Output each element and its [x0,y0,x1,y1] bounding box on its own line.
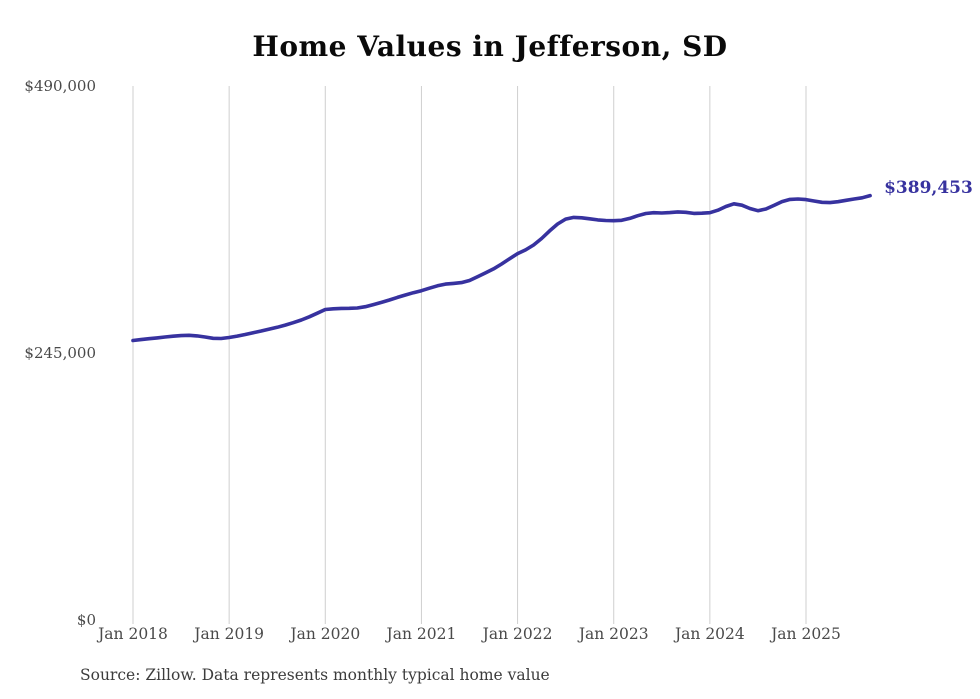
gridlines [132,86,807,624]
x-tick-label: Jan 2023 [578,625,649,643]
x-tick-label: Jan 2018 [98,625,168,643]
chart-title: Home Values in Jefferson, SD [252,30,728,63]
x-tick-label: Jan 2019 [194,625,265,643]
y-tick-label: $245,000 [24,344,96,362]
x-tick-label: Jan 2025 [771,625,841,643]
home-value-line [131,193,872,343]
x-tick-label: Jan 2020 [290,625,361,643]
x-tick-label: Jan 2022 [482,625,553,643]
x-tick-label: Jan 2021 [386,625,457,643]
y-tick-label: $490,000 [24,77,96,95]
y-tick-label: $0 [76,611,96,629]
x-tick-label: Jan 2024 [674,625,745,643]
latest-value-label: $389,453 [884,177,973,198]
source-note: Source: Zillow. Data represents monthly … [80,666,550,684]
